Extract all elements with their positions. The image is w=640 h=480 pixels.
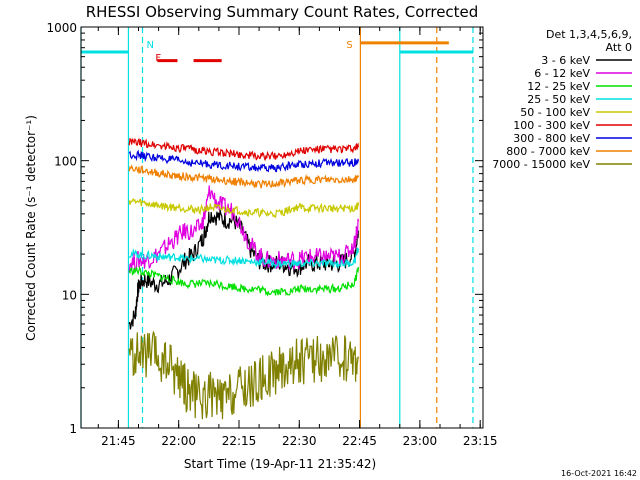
marker-label-F: F [155, 53, 161, 64]
legend-label-6: 300 - 800 keV [513, 132, 590, 145]
flag-layer [81, 41, 473, 63]
x-tick-label: 23:15 [463, 434, 498, 448]
series-line-4 [128, 197, 359, 219]
series-line-8 [128, 330, 359, 420]
x-tick-label: 22:45 [342, 434, 377, 448]
legend-label-1: 6 - 12 keV [534, 67, 590, 80]
marker-layer: NF S [147, 40, 353, 64]
legend-label-4: 50 - 100 keV [520, 106, 590, 119]
legend-header-0: Det 1,3,4,5,6,9, [546, 28, 632, 41]
y-tick-label: 1000 [46, 21, 77, 35]
x-tick-label: 22:15 [222, 434, 257, 448]
legend-label-0: 3 - 6 keV [541, 54, 590, 67]
axes-layer: 21:45 22:00 22:15 22:30 22:45 23:00 23:15 1 10 10… [46, 21, 497, 448]
plot-frame [80, 26, 484, 429]
y-tick-label: 100 [54, 155, 77, 169]
series-line-2 [128, 265, 359, 297]
plot-area: NF S 21:45 22:00 22:15 22:30 22:45 23:00 23:15 1… [46, 21, 497, 448]
footer-date: 16-Oct-2021 16:42 [561, 469, 637, 478]
y-axis-label: Corrected Count Rate (s⁻¹ detector⁻¹) [24, 115, 38, 341]
legend-label-3: 25 - 50 keV [527, 93, 590, 106]
y-tick-label: 1 [69, 422, 77, 436]
x-tick-label: 22:30 [282, 434, 317, 448]
legend-label-2: 12 - 25 keV [527, 80, 590, 93]
x-tick-label: 23:00 [403, 434, 438, 448]
series-line-6 [128, 149, 359, 173]
legend-label-7: 800 - 7000 keV [506, 145, 590, 158]
series-line-0 [128, 209, 359, 330]
series-line-5 [128, 137, 359, 161]
series-line-3 [128, 247, 359, 270]
x-tick-label: 22:00 [161, 434, 196, 448]
series-layer [128, 137, 359, 420]
series-line-7 [128, 164, 359, 189]
marker-label-S: S [346, 40, 352, 51]
legend-label-5: 100 - 300 keV [513, 119, 590, 132]
y-tick-label: 10 [62, 288, 77, 302]
legend-header-1: Att 0 [606, 41, 632, 54]
chart-title: RHESSI Observing Summary Count Rates, Co… [86, 3, 479, 21]
x-axis-label: Start Time (19-Apr-11 21:35:42) [184, 457, 376, 471]
legend-label-8: 7000 - 15000 keV [492, 158, 590, 171]
x-tick-label: 21:45 [101, 434, 136, 448]
marker-label-N: N [147, 40, 154, 51]
